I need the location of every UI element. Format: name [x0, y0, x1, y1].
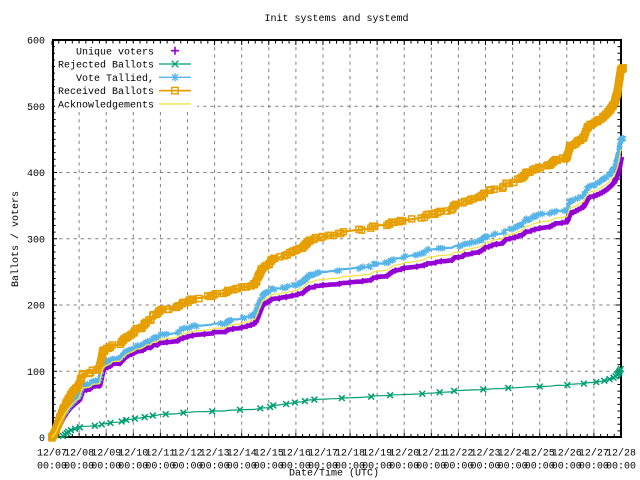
svg-text:300: 300 [27, 235, 45, 246]
svg-text:600: 600 [27, 37, 45, 48]
svg-text:00:00: 00:00 [200, 462, 230, 473]
svg-text:12/22: 12/22 [443, 448, 473, 460]
svg-text:00:00: 00:00 [335, 462, 365, 473]
svg-text:12/14: 12/14 [227, 448, 257, 460]
svg-text:00:00: 00:00 [145, 462, 175, 473]
svg-text:12/07: 12/07 [37, 448, 67, 460]
svg-text:12/27: 12/27 [579, 448, 609, 460]
svg-text:00:00: 00:00 [470, 462, 500, 473]
svg-text:00:00: 00:00 [308, 462, 338, 473]
svg-text:00:00: 00:00 [64, 462, 94, 473]
svg-text:00:00: 00:00 [552, 462, 582, 473]
svg-text:Vote Tallied,: Vote Tallied, [76, 73, 154, 85]
svg-text:12/13: 12/13 [200, 448, 230, 460]
svg-text:Acknowledgements: Acknowledgements [58, 100, 154, 112]
svg-text:12/18: 12/18 [335, 448, 365, 460]
svg-text:12/15: 12/15 [254, 448, 284, 460]
svg-text:12/17: 12/17 [308, 448, 338, 460]
svg-text:Ballots / voters: Ballots / voters [10, 191, 22, 287]
svg-text:00:00: 00:00 [227, 462, 257, 473]
svg-text:100: 100 [27, 368, 45, 379]
svg-text:12/24: 12/24 [498, 448, 528, 460]
svg-text:00:00: 00:00 [254, 462, 284, 473]
svg-text:00:00: 00:00 [606, 462, 636, 473]
svg-text:12/09: 12/09 [91, 448, 121, 460]
svg-text:Date/Time (UTC): Date/Time (UTC) [289, 468, 379, 480]
svg-text:00:00: 00:00 [37, 462, 67, 473]
svg-text:00:00: 00:00 [498, 462, 528, 473]
svg-text:00:00: 00:00 [389, 462, 419, 473]
svg-text:00:00: 00:00 [118, 462, 148, 473]
svg-text:0: 0 [39, 434, 45, 445]
svg-text:12/08: 12/08 [64, 448, 94, 460]
svg-text:12/20: 12/20 [389, 448, 419, 460]
svg-text:Received Ballots: Received Ballots [58, 86, 154, 98]
svg-text:Rejected Ballots: Rejected Ballots [58, 60, 154, 72]
svg-text:12/25: 12/25 [525, 448, 555, 460]
svg-text:00:00: 00:00 [525, 462, 555, 473]
svg-text:00:00: 00:00 [91, 462, 121, 473]
svg-text:Unique voters: Unique voters [76, 46, 154, 58]
svg-text:12/10: 12/10 [118, 448, 148, 460]
svg-text:500: 500 [27, 103, 45, 114]
svg-text:00:00: 00:00 [172, 462, 202, 473]
svg-text:12/11: 12/11 [145, 448, 175, 460]
svg-text:00:00: 00:00 [443, 462, 473, 473]
svg-text:12/26: 12/26 [552, 448, 582, 460]
svg-text:00:00: 00:00 [281, 462, 311, 473]
svg-text:12/16: 12/16 [281, 448, 311, 460]
svg-text:00:00: 00:00 [362, 462, 392, 473]
svg-text:12/12: 12/12 [172, 448, 202, 460]
svg-text:Init systems and systemd: Init systems and systemd [264, 13, 408, 25]
svg-text:12/28: 12/28 [606, 448, 636, 460]
svg-text:400: 400 [27, 169, 45, 180]
svg-text:12/21: 12/21 [416, 448, 446, 460]
svg-text:12/23: 12/23 [470, 448, 500, 460]
svg-text:200: 200 [27, 302, 45, 313]
svg-text:12/19: 12/19 [362, 448, 392, 460]
svg-text:00:00: 00:00 [579, 462, 609, 473]
svg-text:00:00: 00:00 [416, 462, 446, 473]
